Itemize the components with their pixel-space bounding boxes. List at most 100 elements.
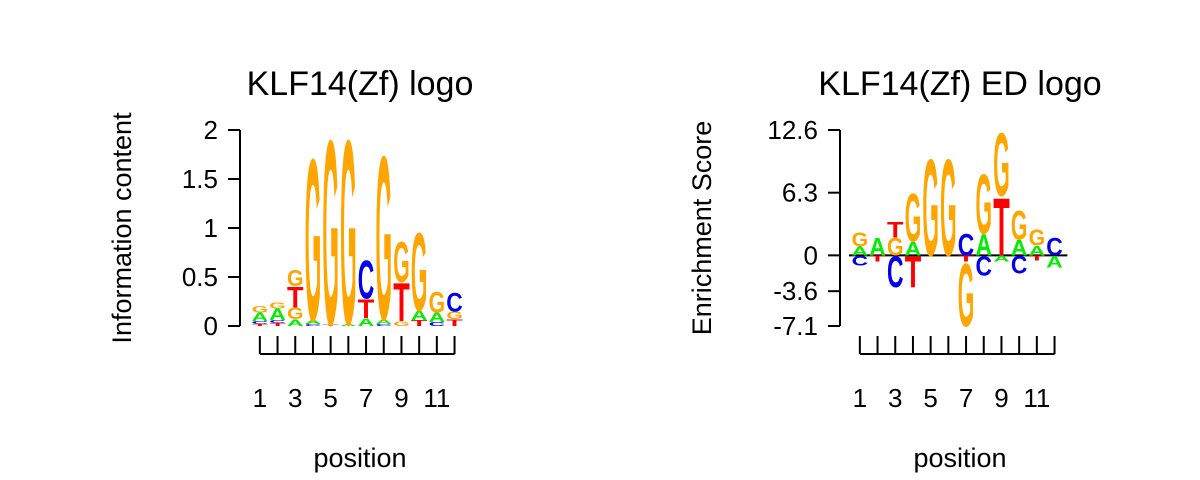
letter-A: A — [411, 308, 428, 323]
letter-T: T — [887, 219, 904, 243]
y-axis: 0 0.5 1 1.5 2 — [182, 115, 241, 341]
letter-T: T — [322, 324, 339, 327]
letter-A: A — [252, 310, 269, 324]
letter-C: C — [252, 321, 269, 325]
letter-G: G — [393, 320, 410, 327]
letter-C: C — [975, 251, 992, 282]
letter-C: C — [429, 321, 446, 327]
letter-T: T — [905, 247, 921, 296]
letter-G: G — [940, 131, 956, 285]
letter-G: G — [922, 131, 938, 285]
letter-G: G — [269, 301, 285, 310]
letter-A: A — [1046, 253, 1062, 271]
y-tick-label: 2 — [204, 115, 218, 145]
y-tick-label: -7.1 — [773, 311, 818, 341]
y-tick-label: 0 — [204, 311, 218, 341]
x-axis-label: position — [313, 443, 406, 473]
letter-C: C — [269, 320, 286, 324]
letter-G: G — [376, 109, 392, 370]
x-tick-label: 7 — [359, 383, 373, 413]
letter-T: T — [252, 324, 269, 327]
letter-A: A — [975, 228, 992, 262]
letter-G: G — [887, 233, 904, 261]
letter-G: G — [1011, 202, 1027, 249]
letter-G: G — [340, 84, 356, 380]
letter-T: T — [1029, 254, 1046, 262]
letter-T: T — [446, 318, 463, 328]
letter-C: C — [852, 254, 869, 269]
y-tick-label: 12.6 — [767, 115, 818, 145]
letter-A: A — [905, 239, 921, 260]
letter-G: G — [252, 304, 269, 314]
x-tick-label: 3 — [888, 383, 902, 413]
y-axis-label: Information content — [107, 112, 137, 344]
y-tick-label: 0.5 — [182, 262, 218, 292]
letter-T: T — [411, 319, 427, 328]
letter-C: C — [887, 248, 904, 297]
letter-C: C — [1046, 233, 1063, 261]
letter-C: C — [358, 249, 375, 310]
chart-title: KLF14(Zf) ED logo — [818, 65, 1101, 103]
letter-G: G — [411, 210, 427, 335]
y-axis-label: Enrichment Score — [687, 121, 717, 336]
letter-A: A — [852, 244, 868, 258]
letter-C: C — [958, 227, 975, 263]
letter-A: A — [287, 317, 304, 328]
letter-T: T — [287, 281, 304, 315]
x-tick-label: 7 — [959, 383, 973, 413]
letter-C: C — [1011, 251, 1028, 279]
letter-A: A — [429, 310, 446, 325]
letter-A: A — [1011, 236, 1027, 261]
letter-G: G — [322, 84, 338, 380]
letter-A: A — [340, 324, 357, 327]
x-tick-label: 9 — [394, 383, 408, 413]
letter-G: G — [429, 287, 446, 319]
letter-T: T — [358, 293, 375, 324]
letter-G: G — [393, 232, 410, 296]
letter-T: T — [958, 254, 974, 263]
letter-G: G — [958, 245, 974, 345]
x-tick-label: 11 — [423, 383, 450, 413]
x-tick-label: 5 — [923, 383, 937, 413]
chart-title: KLF14(Zf) logo — [247, 65, 474, 103]
letter-A: A — [269, 306, 286, 324]
x-tick-label: 11 — [1023, 383, 1050, 413]
letter-G: G — [446, 309, 462, 321]
x-axis-label: position — [913, 443, 1006, 473]
letter-T: T — [993, 181, 1009, 274]
letter-T: T — [269, 323, 286, 327]
letter-G: G — [287, 265, 303, 291]
y-tick-label: 6.3 — [782, 178, 818, 208]
letter-A: A — [1029, 244, 1046, 259]
letter-C: C — [305, 324, 322, 327]
letter-G: G — [993, 114, 1009, 214]
y-tick-label: 1 — [204, 213, 218, 243]
panel-information-logo: KLF14(Zf) logo Information content posit… — [107, 65, 473, 473]
y-tick-label: -3.6 — [773, 276, 818, 306]
letter-G: G — [305, 110, 321, 369]
letter-A: A — [358, 316, 375, 328]
x-axis: 1 3 5 7 9 11 — [853, 336, 1056, 413]
letter-G: G — [976, 158, 992, 253]
x-tick-label: 9 — [994, 383, 1008, 413]
letter-C: C — [375, 324, 392, 327]
letter-A: A — [305, 319, 322, 325]
letter-T: T — [869, 254, 885, 263]
letter-G: G — [1029, 224, 1045, 250]
letter-T: T — [393, 273, 409, 334]
x-axis: 1 3 5 7 9 11 — [253, 336, 456, 413]
letter-C: C — [446, 287, 463, 317]
x-tick-label: 1 — [853, 383, 867, 413]
letter-G: G — [287, 305, 303, 323]
letter-A: A — [869, 233, 886, 261]
x-tick-label: 5 — [323, 383, 337, 413]
letter-G: G — [852, 229, 868, 252]
letter-G: G — [905, 179, 921, 256]
x-tick-label: 1 — [253, 383, 267, 413]
letter-A: A — [376, 318, 392, 326]
y-tick-label: 1.5 — [182, 164, 218, 194]
